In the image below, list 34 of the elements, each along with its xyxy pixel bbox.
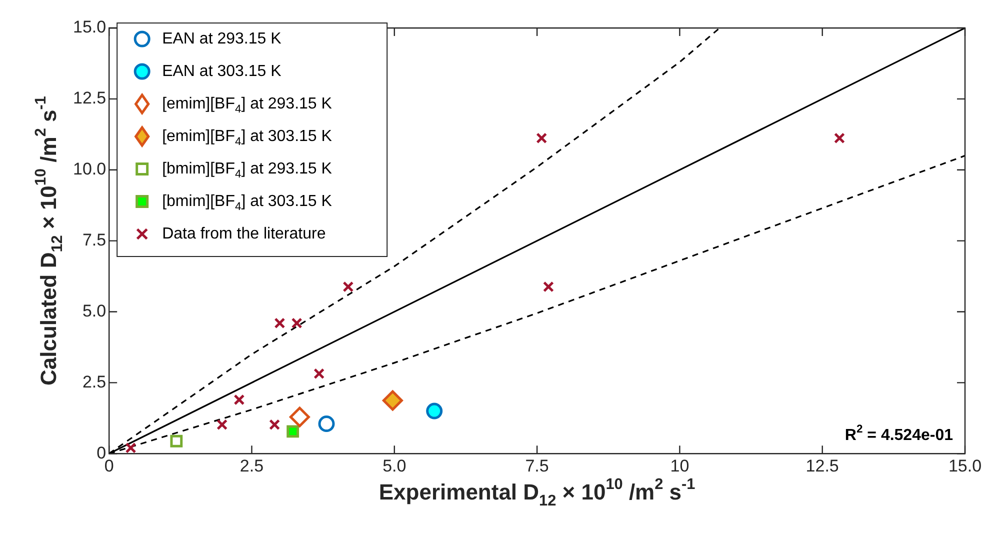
point [269,419,280,430]
y-tick-label: 15.0 [72,18,106,37]
point [314,368,325,380]
point [542,281,554,292]
legend-label: EAN at 303.15 K [162,62,282,80]
y-tick-label: 5.0 [82,301,106,320]
point [274,318,286,329]
point [342,281,354,292]
y-tick-label: 12.5 [72,88,106,108]
point [834,132,845,144]
y-axis-title: Calculated D12 × 1010 /m2 s-1 [32,96,66,386]
x-tick-label: 2.5 [240,456,264,476]
point [318,416,335,432]
point [170,434,183,448]
y-tick-label: 10.0 [72,160,106,179]
x-tick-label: 7.5 [525,456,549,476]
point [216,419,228,430]
point [286,425,300,438]
point [382,390,403,411]
y-tick-label: 2.5 [82,372,106,392]
point [426,402,443,420]
legend-label: Data from the literature [162,225,326,242]
point [125,442,136,454]
x-tick-label: 15.0 [948,456,982,476]
y-tick-label: 7.5 [82,230,106,250]
x-tick-label: 5.0 [382,456,406,476]
legend-label: EAN at 293.15 K [162,30,282,48]
x-tick-label: 10 [670,456,690,476]
point [291,318,302,329]
point [289,406,310,428]
point [536,132,548,144]
y-tick-label: 0 [96,443,106,462]
x-tick-label: 12.5 [806,456,839,476]
point [234,394,245,406]
